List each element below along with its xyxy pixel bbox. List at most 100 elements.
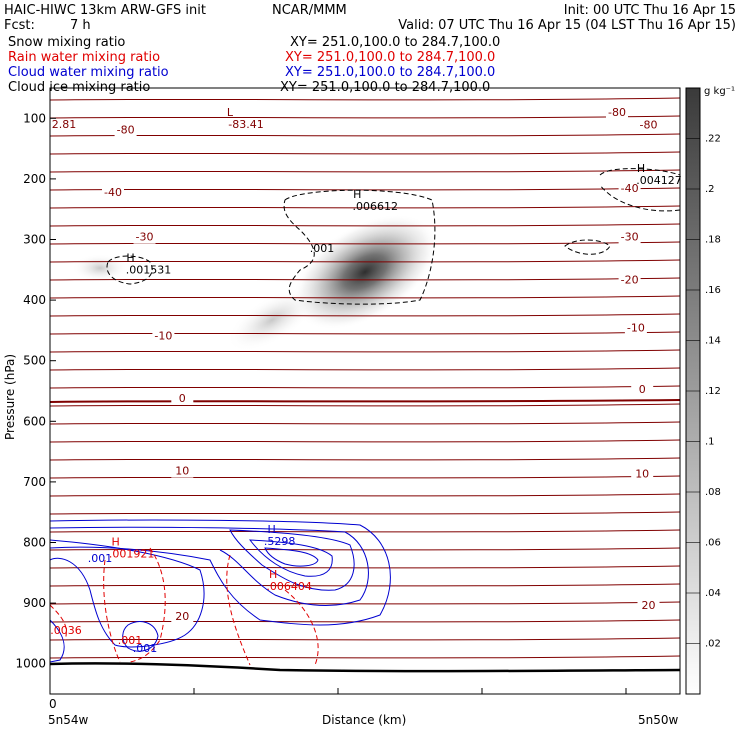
isotherm-line — [50, 583, 680, 587]
x-ticks — [49, 688, 627, 694]
colorbar-tick-label: .06 — [705, 538, 721, 549]
isotherm-line — [50, 151, 680, 155]
temperature-label: 0 — [639, 383, 646, 396]
y-tick-label: 300 — [23, 233, 46, 247]
y-ticks: 100 200 300 400 500 600 700 800 900 1000 — [15, 111, 56, 671]
isotherm-line — [50, 223, 680, 227]
isotherm-line — [50, 457, 680, 461]
label-bg — [631, 383, 654, 396]
cloud-water-label: .001 — [133, 642, 158, 655]
temperature-label: 0 — [179, 392, 186, 405]
label-bg — [102, 186, 124, 199]
isotherm-line — [50, 421, 680, 425]
isotherm-line — [50, 547, 680, 551]
y-tick-label: 1000 — [15, 657, 46, 671]
ice-max-value: .004127 — [636, 174, 682, 187]
temperature-contours — [50, 97, 680, 659]
isotherm-line — [50, 475, 680, 479]
y-tick-label: 200 — [23, 172, 46, 186]
low-value: -83.41 — [228, 118, 263, 131]
isotherm-line — [50, 619, 680, 623]
label-bg — [637, 600, 660, 613]
temperature-label: -40 — [621, 182, 639, 195]
cloud-water-label: .001 — [88, 552, 113, 565]
plot-frame — [49, 87, 681, 695]
isotherm-line — [50, 439, 680, 443]
fcst-label: Fcst: — [4, 18, 35, 33]
temperature-label: -20 — [621, 274, 639, 287]
label-bg — [606, 106, 628, 119]
isotherm-line — [50, 205, 680, 209]
temperature-label: -80 — [608, 106, 626, 119]
label-bg — [114, 124, 137, 137]
isotherm-line — [50, 187, 680, 191]
isotherm-line — [50, 295, 680, 299]
label-bg — [171, 465, 194, 478]
ice-max-marker: H — [637, 162, 645, 175]
colorbar-tick-label: .1 — [705, 437, 715, 448]
colorbar-unit: g kg⁻¹ — [704, 86, 735, 97]
isotherm-line — [50, 241, 680, 245]
isotherm-line — [50, 565, 680, 569]
isotherm-line — [50, 601, 680, 605]
temperature-label: -10 — [154, 329, 172, 342]
rain-max-marker: H — [111, 535, 119, 548]
ice-contours — [106, 168, 680, 305]
ice-contour-label: .001 — [310, 242, 335, 255]
temperature-label: 10 — [175, 465, 189, 478]
x-left-end-label: 5n54w — [48, 713, 89, 727]
y-tick-label: 500 — [23, 354, 46, 368]
ice-max-marker: H — [353, 188, 361, 201]
y-tick-label: 900 — [23, 596, 46, 610]
label-bg — [618, 183, 641, 196]
ice-contour-right-small — [564, 239, 611, 255]
isotherm-line — [50, 97, 680, 101]
valid-time: Valid: 07 UTC Thu 16 Apr 15 (04 LST Thu … — [398, 18, 736, 33]
isotherm-line — [50, 259, 680, 263]
colorbar-tick-label: .04 — [705, 588, 721, 599]
isotherm-line — [50, 115, 680, 119]
rain-max-value: .001921 — [109, 547, 155, 560]
rain-contours — [50, 547, 319, 666]
colorbar-tick-label: .12 — [705, 386, 721, 397]
rain-label: .001 — [118, 634, 143, 647]
legend-cloud-water-xy: XY= 251.0,100.0 to 284.7,100.0 — [285, 65, 496, 80]
cloud-water-contours — [50, 519, 391, 663]
rain-max-marker: H — [269, 568, 277, 581]
model-title: HAIC-HIWC 13km ARW-GFS init — [4, 3, 206, 18]
x-axis-label: Distance (km) — [322, 713, 406, 727]
y-tick-label: 800 — [23, 536, 46, 550]
legend-snow-xy: XY= 251.0,100.0 to 284.7,100.0 — [290, 35, 501, 50]
colorbar-tick-label: .2 — [705, 184, 715, 195]
isotherm-line — [50, 349, 680, 353]
label-bg — [618, 274, 641, 287]
y-tick-label: 400 — [23, 293, 46, 307]
ice-max-value: .001531 — [126, 264, 172, 277]
legend-rain-name: Rain water mixing ratio — [8, 50, 161, 65]
snow-shade-tail — [227, 288, 317, 352]
label-bg — [171, 611, 194, 624]
cloud-water-max-value: .5298 — [264, 535, 296, 548]
colorbar-tick-label: .16 — [705, 285, 721, 296]
colorbar-tick-label: .18 — [705, 235, 721, 246]
y-axis-label: Pressure (hPa) — [3, 354, 17, 440]
snow-shade-left — [72, 254, 128, 282]
temperature-label: 10 — [635, 468, 649, 481]
colorbar-tick-label: .08 — [705, 487, 721, 498]
corner-value: 2.81 — [52, 118, 77, 131]
x-right-end-label: 5n50w — [638, 713, 679, 727]
snow-shade-core — [292, 214, 438, 330]
terrain-line — [50, 662, 680, 673]
label-bg — [631, 468, 654, 481]
y-tick-label: 600 — [23, 414, 46, 428]
isotherm-line — [50, 655, 680, 659]
contour-labels: -80 -80 -80 -40 -40 -30 -30 -20 -10 -10 0 0 10 10 20 20… — [50, 106, 682, 655]
rain-label: .0036 — [50, 624, 82, 637]
init-time: Init: 00 UTC Thu 16 Apr 15 — [563, 3, 736, 18]
freezing-line — [50, 399, 680, 403]
temperature-label: 20 — [642, 599, 656, 612]
isotherm-line — [50, 493, 680, 497]
isotherm-line — [50, 367, 680, 371]
cloud-water-max-marker: H — [268, 523, 276, 536]
